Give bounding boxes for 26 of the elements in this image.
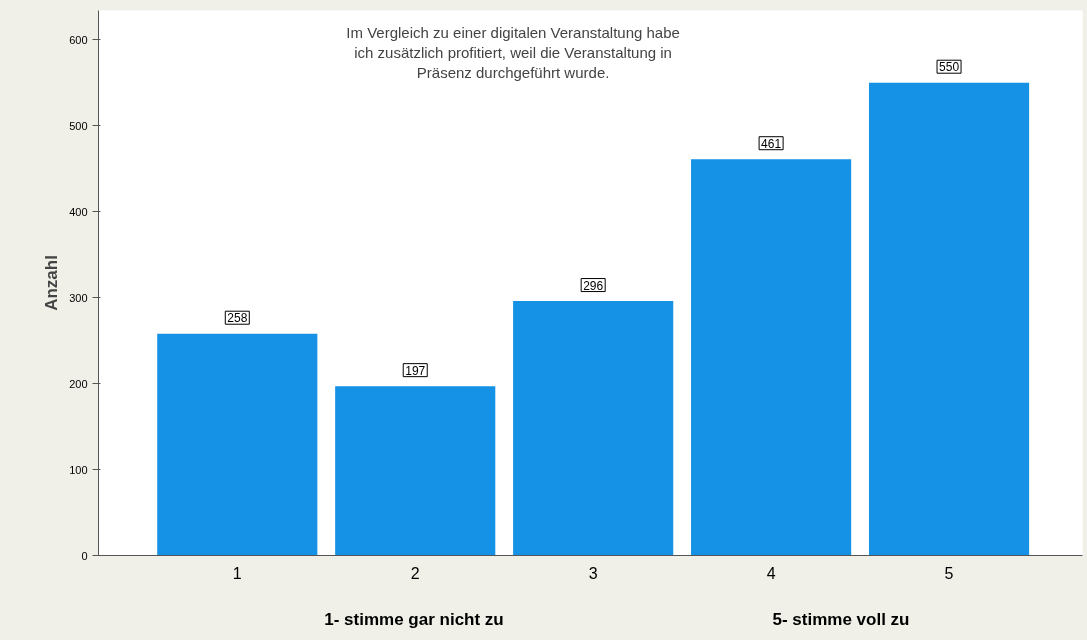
y-tick-label: 200 (69, 377, 88, 390)
text: Im Vergleich zu einer digitalen Veranstaltung habe ich zusätzlich profitiert, weil die Veranstaltung in Präsenz durchgeführt wurde. (346, 23, 680, 82)
bar (335, 386, 496, 556)
x-tick-label: 1 (232, 564, 242, 582)
data-label: 197 (405, 363, 426, 378)
y-tick-label: 500 (69, 119, 88, 132)
x-tick-label: 2 (410, 564, 420, 582)
x-tick-label: 3 (588, 564, 598, 582)
data-label: 258 (227, 311, 248, 326)
y-tick-label: 400 (69, 205, 88, 218)
bar (157, 333, 318, 556)
y-tick-label: 300 (69, 291, 88, 304)
x-tick-label: 4 (766, 564, 776, 582)
x-tick-label: 5 (944, 564, 954, 582)
data-label: 296 (583, 278, 604, 293)
y-tick-label: 0 (81, 549, 88, 562)
data-label: 550 (939, 60, 960, 75)
text: 5- stimme voll zu (772, 609, 910, 631)
y-tick-label: 600 (69, 33, 88, 46)
bar (868, 82, 1030, 556)
text: 1- stimme gar nicht zu (324, 609, 504, 631)
y-tick-label: 100 (69, 463, 88, 476)
y-axis-title: Anzahl (42, 255, 62, 311)
bar (513, 301, 674, 556)
bar (691, 159, 852, 556)
data-label: 461 (761, 136, 782, 151)
